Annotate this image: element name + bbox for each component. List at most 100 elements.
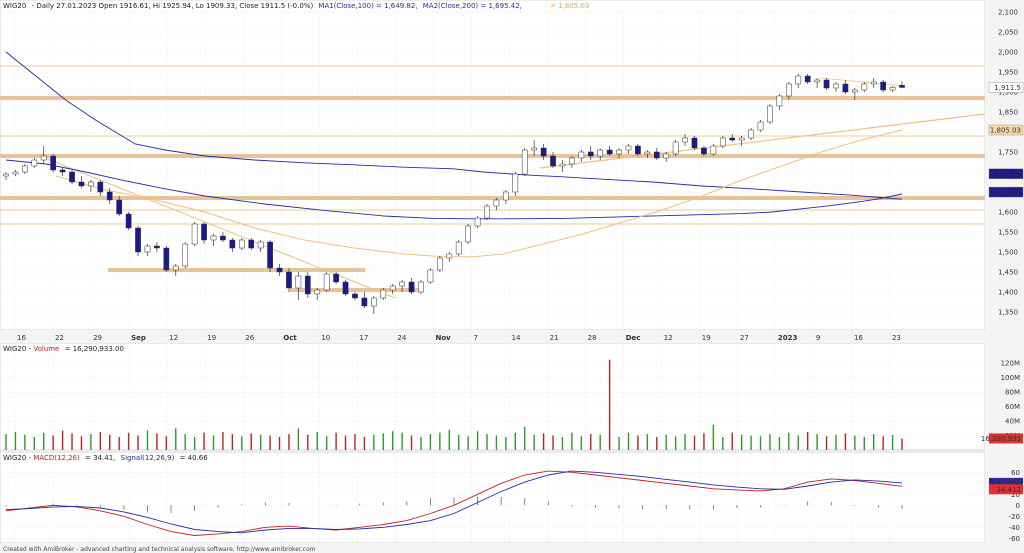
- candle-up-body: [210, 235, 217, 241]
- date-tick-label: 19: [207, 334, 216, 342]
- candle-up-body: [370, 297, 377, 307]
- date-tick-label: 12: [169, 334, 178, 342]
- date-tick-label: 17: [359, 334, 368, 342]
- candle: [597, 148, 604, 160]
- price-tick-label: 1,500: [998, 249, 1018, 257]
- date-tick-label: 7: [474, 334, 478, 342]
- candle-up-body: [380, 289, 387, 299]
- candle-up-body: [644, 151, 651, 155]
- candle-up-body: [578, 151, 585, 159]
- price-header-info: - Daily 27.01.2023 Open 1916.61, Hi 1925…: [32, 2, 314, 10]
- candle-up-body: [437, 257, 443, 271]
- ma3-price-label: 1,805.03: [990, 126, 1021, 134]
- candle: [899, 81, 905, 89]
- candle-down-body: [729, 137, 736, 141]
- macd-tick-label: -40: [1009, 524, 1020, 532]
- candle-down-body: [804, 75, 811, 83]
- candle-down-body: [352, 293, 358, 299]
- ma-orange-line: [55, 129, 903, 258]
- candle-up-body: [748, 129, 754, 139]
- candle: [304, 272, 311, 298]
- candle-up-body: [757, 121, 764, 131]
- candle: [757, 120, 764, 132]
- candle: [851, 88, 858, 100]
- candle: [380, 288, 387, 300]
- candle: [135, 226, 141, 256]
- candle: [880, 80, 886, 92]
- candle: [493, 198, 500, 210]
- candle-down-body: [606, 149, 613, 155]
- date-tick-label: 24: [397, 334, 406, 342]
- candle-down-body: [880, 81, 886, 91]
- candle-down-body: [163, 247, 170, 271]
- candle: [418, 280, 424, 294]
- candle: [861, 82, 868, 92]
- candle: [31, 158, 38, 168]
- candle: [823, 78, 830, 90]
- candle: [220, 232, 226, 242]
- price-labels: 1,911.5 1,805.03 1,695.42 1,649.82: [988, 82, 1024, 198]
- candle: [814, 78, 820, 88]
- candle-down-body: [842, 83, 849, 93]
- price-tick-label: 1,600: [998, 209, 1018, 217]
- price-tick-label: 1,400: [998, 289, 1018, 297]
- candle-up-body: [531, 147, 538, 151]
- price-panel: [0, 0, 986, 331]
- price-tick-label: 1,750: [998, 149, 1018, 157]
- price-tick-label: 2,000: [998, 49, 1018, 57]
- candle-down-body: [229, 239, 236, 249]
- candle: [653, 148, 660, 160]
- candle: [870, 78, 877, 88]
- price-header-ma2: MA2(Close,200) = 1,695.42,: [423, 2, 522, 10]
- candle-down-body: [823, 79, 830, 89]
- volume-header-value: = 16,290,933.00: [65, 345, 124, 353]
- ma100-line: [5, 51, 903, 200]
- candle-down-body: [550, 155, 556, 167]
- candle: [587, 146, 594, 160]
- grid: [0, 11, 985, 543]
- candle: [437, 256, 443, 272]
- macd-header: WIG20 - MACD(12,26) = 34.41, Signal(12,2…: [3, 454, 208, 462]
- candle: [455, 240, 462, 256]
- candle-down-body: [135, 227, 141, 253]
- candle-down-body: [154, 245, 160, 249]
- candle-up-body: [191, 223, 198, 245]
- support-band: [0, 196, 985, 200]
- macd-value-label-box: [989, 484, 1023, 495]
- candle-down-body: [106, 191, 113, 201]
- candle-up-body: [446, 253, 453, 259]
- candle: [833, 82, 839, 92]
- candle: [276, 264, 283, 276]
- macd-tick-label: 60: [1011, 469, 1020, 477]
- candle: [512, 172, 519, 196]
- candle: [323, 272, 330, 292]
- candle-down-body: [899, 85, 905, 88]
- ma2-price-label-box: [988, 168, 1024, 180]
- candle-up-body: [625, 145, 632, 151]
- date-tick-label: Nov: [435, 334, 451, 342]
- candle: [40, 146, 47, 164]
- candle: [804, 74, 811, 84]
- candle: [484, 204, 490, 220]
- date-tick-label: 16: [17, 334, 26, 342]
- macd-tick-label: 0: [1016, 502, 1020, 510]
- candle: [295, 272, 302, 300]
- price-tick-label: 1,550: [998, 229, 1018, 237]
- candle-down-body: [540, 147, 547, 157]
- candle-up-body: [22, 165, 28, 173]
- candle: [229, 238, 236, 252]
- candle-up-body: [40, 155, 47, 161]
- volume-tick-label: 120M: [1001, 360, 1020, 368]
- candle: [408, 278, 415, 294]
- date-tick-label: 2023: [778, 334, 798, 342]
- candle-up-body: [672, 141, 679, 155]
- macd-tick-label: -20: [1009, 513, 1020, 521]
- candle: [106, 188, 113, 204]
- candle-down-body: [220, 235, 226, 241]
- candle: [569, 156, 575, 168]
- signal-value-label-box: [989, 477, 1023, 488]
- candle-up-body: [323, 273, 330, 291]
- candle-up-body: [767, 105, 773, 123]
- candle-up-body: [31, 159, 38, 167]
